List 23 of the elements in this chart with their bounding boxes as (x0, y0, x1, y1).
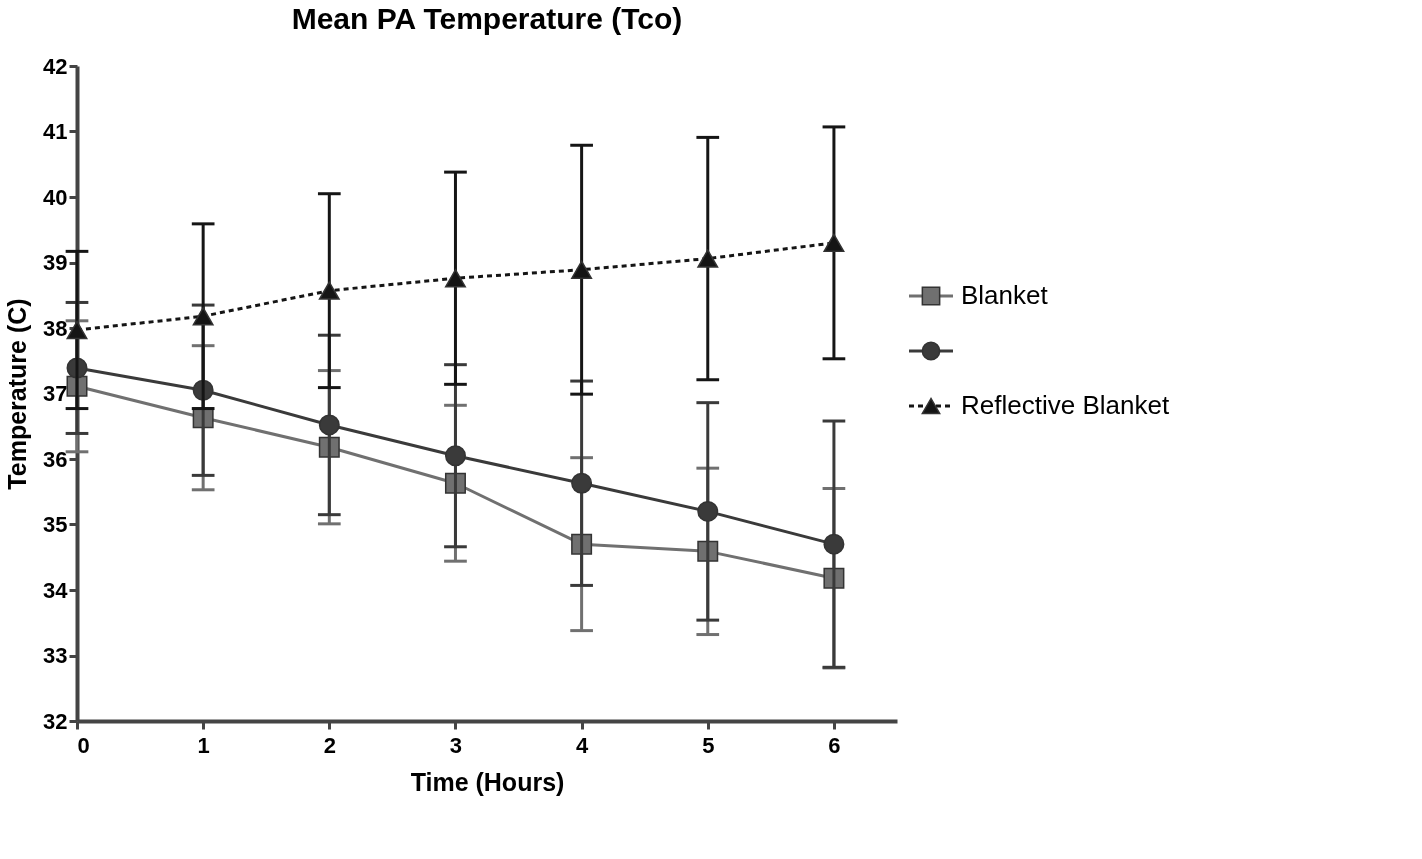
x-tick-label: 6 (828, 732, 841, 758)
x-tick-label: 3 (449, 732, 463, 758)
x-tick-label: 1 (197, 732, 210, 758)
y-tick-label: 34 (43, 577, 69, 603)
x-tick-label: 2 (323, 732, 336, 758)
y-tick-label: 35 (43, 512, 68, 537)
y-tick-label: 40 (43, 184, 68, 210)
x-tick-label: 0 (77, 732, 90, 758)
y-tick-label: 33 (43, 643, 68, 668)
y-axis-title: Temperature (C) (3, 298, 32, 490)
y-tick-label: 41 (43, 119, 68, 144)
y-tick-label: 38 (43, 315, 68, 341)
x-tick-label: 4 (575, 732, 589, 758)
legend-label: Reflective Blanket (961, 390, 1170, 420)
legend-label: Blanket (961, 280, 1049, 310)
y-tick-label: 37 (43, 381, 68, 406)
x-axis-title: Time (Hours) (410, 767, 565, 796)
y-tick-label: 39 (43, 250, 68, 275)
x-tick-label: 5 (702, 732, 715, 758)
y-tick-label: 36 (43, 446, 68, 472)
y-tick-label: 32 (43, 708, 68, 734)
y-tick-label: 42 (43, 53, 68, 79)
chart-title: Mean PA Temperature (Tco) (291, 2, 683, 35)
